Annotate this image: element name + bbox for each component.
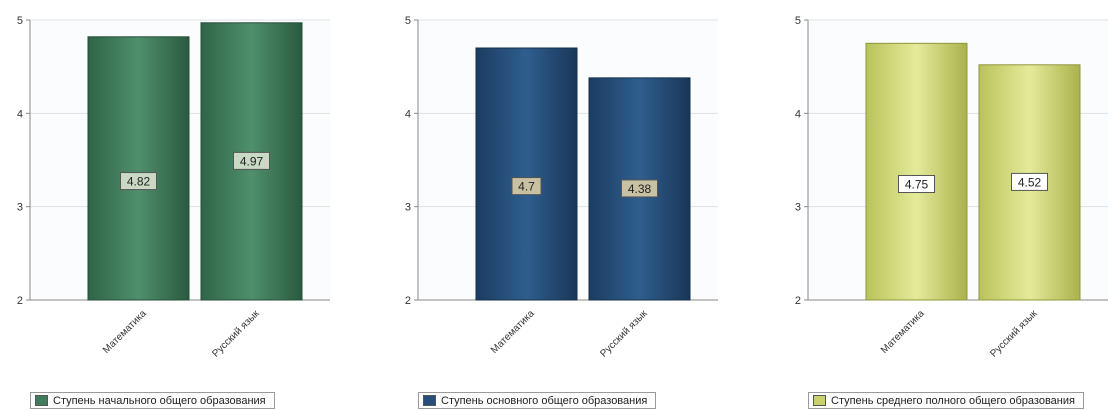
data-label-box (120, 172, 157, 191)
data-label: 4.82 (127, 175, 151, 189)
legend-label: Ступень основного общего образования (441, 394, 648, 407)
y-tick-label: 2 (17, 295, 23, 307)
bar (87, 36, 190, 301)
chart-2: 2 3 4 5 4.7 Математика 4.38 Русский язык (405, 15, 718, 360)
data-label-box (511, 177, 542, 196)
legend-swatch (35, 395, 48, 406)
y-tick-label: 3 (795, 202, 801, 214)
data-label: 4.97 (240, 154, 264, 168)
x-tick-label: Русский язык (598, 308, 650, 360)
legend-swatch (423, 395, 436, 406)
bar (475, 47, 578, 301)
chart-3: 2 3 4 5 4.75 Математика 4.52 Русский язык (795, 15, 1108, 360)
data-label-box (898, 175, 935, 193)
x-tick-label: Математика (879, 308, 927, 356)
legend-swatch (813, 395, 826, 406)
data-label: 4.75 (905, 178, 929, 192)
x-tick-label: Русский язык (210, 308, 262, 360)
y-tick-label: 5 (795, 15, 801, 27)
legend-label: Ступень начального общего образования (53, 394, 266, 407)
data-label: 4.52 (1018, 175, 1042, 189)
chart-1: 2 3 4 5 4.82 Математика 4.97 Русский язык (17, 15, 330, 360)
legend: Ступень начального общего образования (30, 392, 275, 409)
y-tick-label: 4 (795, 108, 801, 120)
data-label-box (621, 179, 658, 198)
y-tick-label: 3 (17, 202, 23, 214)
data-label-box (233, 151, 270, 170)
y-tick-label: 4 (405, 108, 411, 120)
y-tick-label: 5 (405, 15, 411, 27)
x-tick-label: Русский язык (988, 308, 1040, 360)
data-label-box (1011, 172, 1048, 191)
y-tick-label: 5 (17, 15, 23, 27)
x-tick-label: Математика (489, 308, 537, 356)
data-label: 4.7 (518, 180, 535, 194)
legend-label: Ступень среднего полного общего образова… (831, 394, 1075, 407)
x-tick-label: Математика (101, 308, 149, 356)
legend: Ступень среднего полного общего образова… (808, 392, 1084, 409)
bar (865, 42, 968, 301)
y-tick-label: 2 (795, 295, 801, 307)
y-tick-label: 3 (405, 202, 411, 214)
data-label: 4.38 (628, 182, 652, 196)
y-tick-label: 2 (405, 295, 411, 307)
legend: Ступень основного общего образования (418, 392, 657, 409)
y-tick-label: 4 (17, 108, 23, 120)
